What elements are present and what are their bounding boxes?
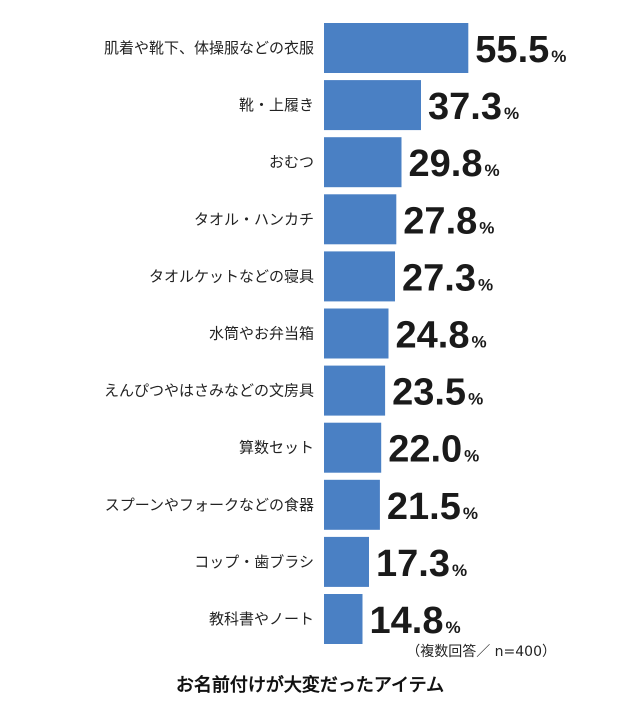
category-label-0: 肌着や靴下、体操服などの衣服 bbox=[104, 39, 314, 57]
bar-9 bbox=[324, 536, 369, 587]
value-label-3: 27.8% bbox=[403, 200, 494, 242]
category-label-10: 教科書やノート bbox=[209, 610, 314, 628]
bar-8 bbox=[324, 479, 380, 530]
bar-3 bbox=[324, 194, 397, 245]
value-label-10: 14.8% bbox=[370, 600, 461, 642]
bar-10 bbox=[324, 594, 363, 644]
value-label-1: 37.3% bbox=[428, 86, 519, 128]
value-label-2: 29.8% bbox=[409, 143, 500, 185]
bars-layer: 肌着や靴下、体操服などの衣服 55.5 % 靴・上履き 37.3 % おむつ 29.8 % タオル… bbox=[104, 23, 566, 644]
bar-7 bbox=[324, 422, 382, 473]
value-label-4: 27.3% bbox=[402, 257, 493, 299]
category-label-4: タオルケットなどの寝具 bbox=[149, 267, 314, 285]
bar-6 bbox=[324, 365, 386, 416]
bar-5 bbox=[324, 308, 389, 359]
category-label-7: 算数セット bbox=[239, 439, 314, 457]
value-label-5: 24.8% bbox=[396, 315, 487, 357]
category-label-5: 水筒やお弁当箱 bbox=[209, 325, 314, 343]
chart-title: お名前付けが大変だったアイテム bbox=[176, 674, 444, 696]
category-label-8: スプーンやフォークなどの食器 bbox=[105, 496, 314, 514]
value-label-7: 22.0% bbox=[388, 429, 479, 471]
value-label-0: 55.5% bbox=[475, 29, 566, 71]
value-label-9: 17.3% bbox=[376, 543, 467, 585]
bar-1 bbox=[324, 80, 421, 131]
bar-2 bbox=[324, 137, 402, 188]
bar-0 bbox=[324, 23, 469, 73]
category-label-9: コップ・歯ブラシ bbox=[194, 553, 314, 571]
value-label-8: 21.5% bbox=[387, 486, 478, 528]
category-label-2: おむつ bbox=[269, 153, 314, 171]
value-label-6: 23.5% bbox=[392, 372, 483, 414]
chart-note: （複数回答／ n=400） bbox=[406, 643, 556, 660]
category-label-6: えんぴつやはさみなどの文房具 bbox=[104, 382, 314, 400]
category-label-1: 靴・上履き bbox=[239, 96, 314, 114]
bar-4 bbox=[324, 251, 395, 302]
category-label-3: タオル・ハンカチ bbox=[194, 210, 314, 228]
